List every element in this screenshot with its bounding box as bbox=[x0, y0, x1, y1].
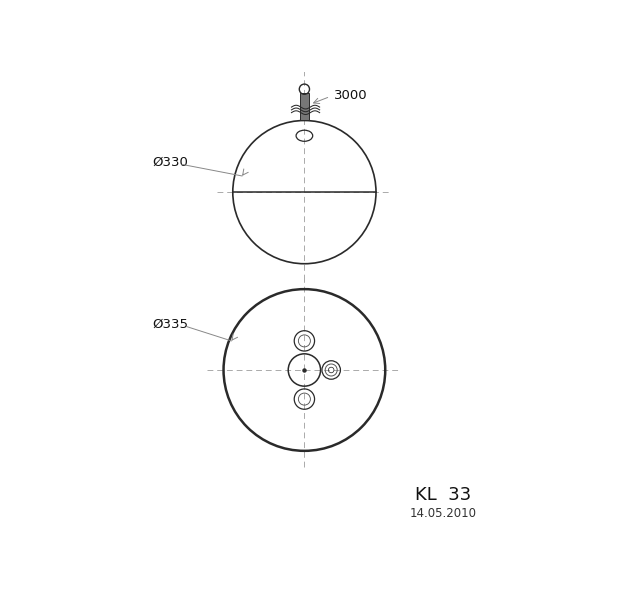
Text: KL  33: KL 33 bbox=[415, 486, 471, 504]
Text: 14.05.2010: 14.05.2010 bbox=[410, 507, 476, 520]
Text: Ø330: Ø330 bbox=[152, 155, 188, 169]
Text: 3000: 3000 bbox=[335, 89, 368, 101]
Text: Ø335: Ø335 bbox=[152, 317, 188, 330]
Bar bbox=[301, 93, 309, 119]
